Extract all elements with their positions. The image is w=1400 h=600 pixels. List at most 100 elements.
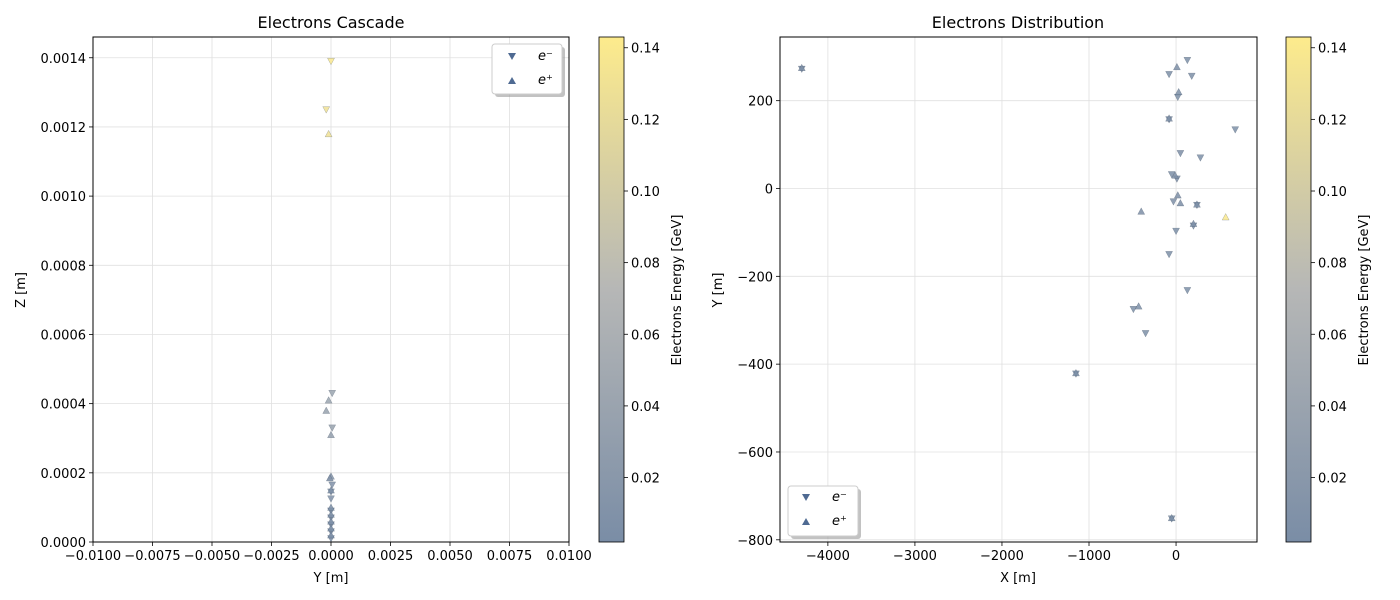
legend-marker-positron (802, 518, 810, 525)
positron-point (327, 531, 335, 539)
data-points (797, 57, 1240, 523)
x-tick-label: −2000 (980, 549, 1024, 564)
x-axis-label: X [m] (1000, 571, 1036, 586)
legend[interactable]: e⁻ e⁺ (491, 43, 565, 97)
electron-point (1165, 251, 1174, 259)
y-tick-label: 200 (748, 95, 773, 110)
electron-point (1231, 126, 1240, 134)
x-tick-label: −0.0075 (124, 549, 180, 564)
positron-point (1174, 87, 1183, 96)
positron-point (1221, 213, 1230, 221)
x-tick-label: 0.0050 (427, 549, 473, 564)
legend-label-positron: e⁺ (832, 514, 847, 529)
positron-point (327, 510, 335, 518)
x-tick-label: 0.0075 (487, 549, 533, 564)
y-tick-label: −600 (737, 446, 773, 461)
positron-point (1134, 302, 1143, 310)
data-points (322, 57, 337, 543)
colorbar-label: Electrons Energy [GeV] (670, 215, 685, 366)
electron-point (328, 390, 337, 398)
y-tick-label: 0.0006 (41, 328, 87, 343)
y-tick-label: 0.0000 (41, 536, 87, 551)
colorbar-tick-label: 0.12 (1318, 113, 1347, 128)
colorbar-tick-label: 0.06 (631, 328, 660, 343)
electron-point (1196, 154, 1205, 162)
positron-point (324, 396, 333, 404)
x-tick-label: 0.0025 (368, 549, 414, 564)
x-axis-ticks: −4000 −3000 −2000 −1000 0 (806, 542, 1180, 564)
electron-point (322, 106, 331, 114)
legend[interactable]: e⁻ e⁺ (787, 485, 861, 539)
grid (780, 37, 1257, 542)
y-tick-label: 0.0008 (41, 259, 87, 274)
colorbar-tick-label: 0.14 (1318, 42, 1347, 57)
colorbar-tick-label: 0.10 (1318, 185, 1347, 200)
positron-point (322, 406, 331, 414)
legend-marker-positron (508, 77, 516, 84)
positron-point (1193, 200, 1201, 208)
positron-point (1189, 219, 1198, 227)
positron-point (327, 486, 335, 494)
grid (92, 37, 570, 543)
electron-point (1176, 150, 1185, 158)
positron-point (1176, 198, 1185, 207)
x-tick-label: −0.0050 (184, 549, 240, 564)
electron-point (327, 57, 335, 66)
legend-label-electron: e⁻ (538, 49, 553, 64)
y-tick-label: 0.0014 (41, 52, 87, 67)
positron-point (1137, 207, 1146, 215)
positron-point (325, 473, 334, 482)
legend-marker-electron (508, 53, 516, 60)
colorbar-tick-label: 0.08 (631, 257, 660, 272)
positron-point (327, 524, 335, 532)
electron-point (1183, 57, 1192, 65)
colorbar-tick-label: 0.08 (1318, 257, 1347, 272)
colorbar-tick-label: 0.02 (631, 472, 660, 487)
y-tick-label: 0.0012 (41, 121, 87, 136)
colorbar-tick-label: 0.10 (631, 185, 660, 200)
x-tick-label: 0.0100 (546, 549, 592, 564)
electron-point (1183, 287, 1192, 295)
x-tick-label: −1000 (1067, 549, 1111, 564)
positron-point (1173, 191, 1182, 199)
distribution-chart: Electrons Distribution −4000 −3000 −2000 −1… (711, 13, 1372, 586)
x-tick-label: −0.0100 (65, 549, 121, 564)
positron-point (1173, 62, 1181, 71)
electron-point (1187, 72, 1196, 81)
positron-point (324, 129, 333, 138)
y-axis-ticks: 0.0000 0.0002 0.0004 0.0006 0.0008 0.0010 0.00… (41, 52, 93, 551)
x-tick-label: −0.0025 (243, 549, 299, 564)
legend-label-electron: e⁻ (832, 490, 847, 505)
positron-point (327, 430, 335, 439)
plot-frame (779, 36, 1258, 543)
electron-point (1172, 227, 1180, 236)
y-tick-label: 0.0010 (41, 190, 87, 205)
electron-point (328, 424, 337, 432)
electron-point (328, 481, 337, 489)
legend-marker-electron (802, 494, 810, 501)
x-tick-label: −3000 (893, 549, 937, 564)
colorbar-tick-label: 0.04 (631, 400, 660, 415)
chart-title: Electrons Distribution (932, 13, 1104, 32)
electron-point (327, 495, 335, 503)
colorbar-ticks: 0.02 0.04 0.06 0.08 0.10 0.12 0.14 (624, 42, 660, 487)
x-axis-ticks: −0.0100 −0.0075 −0.0050 −0.0025 0.0000 0.0025… (65, 542, 592, 564)
positron-point (797, 63, 806, 71)
chart-title: Electrons Cascade (258, 13, 405, 32)
cascade-chart: Electrons Cascade −0.0100 −0.0075 −0.0050−… (14, 13, 685, 586)
electron-point (1165, 71, 1174, 79)
colorbar (1285, 36, 1312, 543)
positron-point (1167, 513, 1176, 522)
colorbar-tick-label: 0.14 (631, 42, 660, 57)
electron-point (1169, 198, 1178, 206)
x-tick-label: 0 (1172, 549, 1180, 564)
colorbar (598, 36, 625, 543)
y-axis-label: Z [m] (14, 272, 29, 308)
colorbar-tick-label: 0.04 (1318, 400, 1347, 415)
positron-point (327, 517, 335, 525)
legend-label-positron: e⁺ (538, 73, 553, 88)
y-tick-label: −800 (737, 534, 773, 549)
x-tick-label: 0.0000 (308, 549, 354, 564)
y-axis-label: Y [m] (711, 273, 726, 309)
